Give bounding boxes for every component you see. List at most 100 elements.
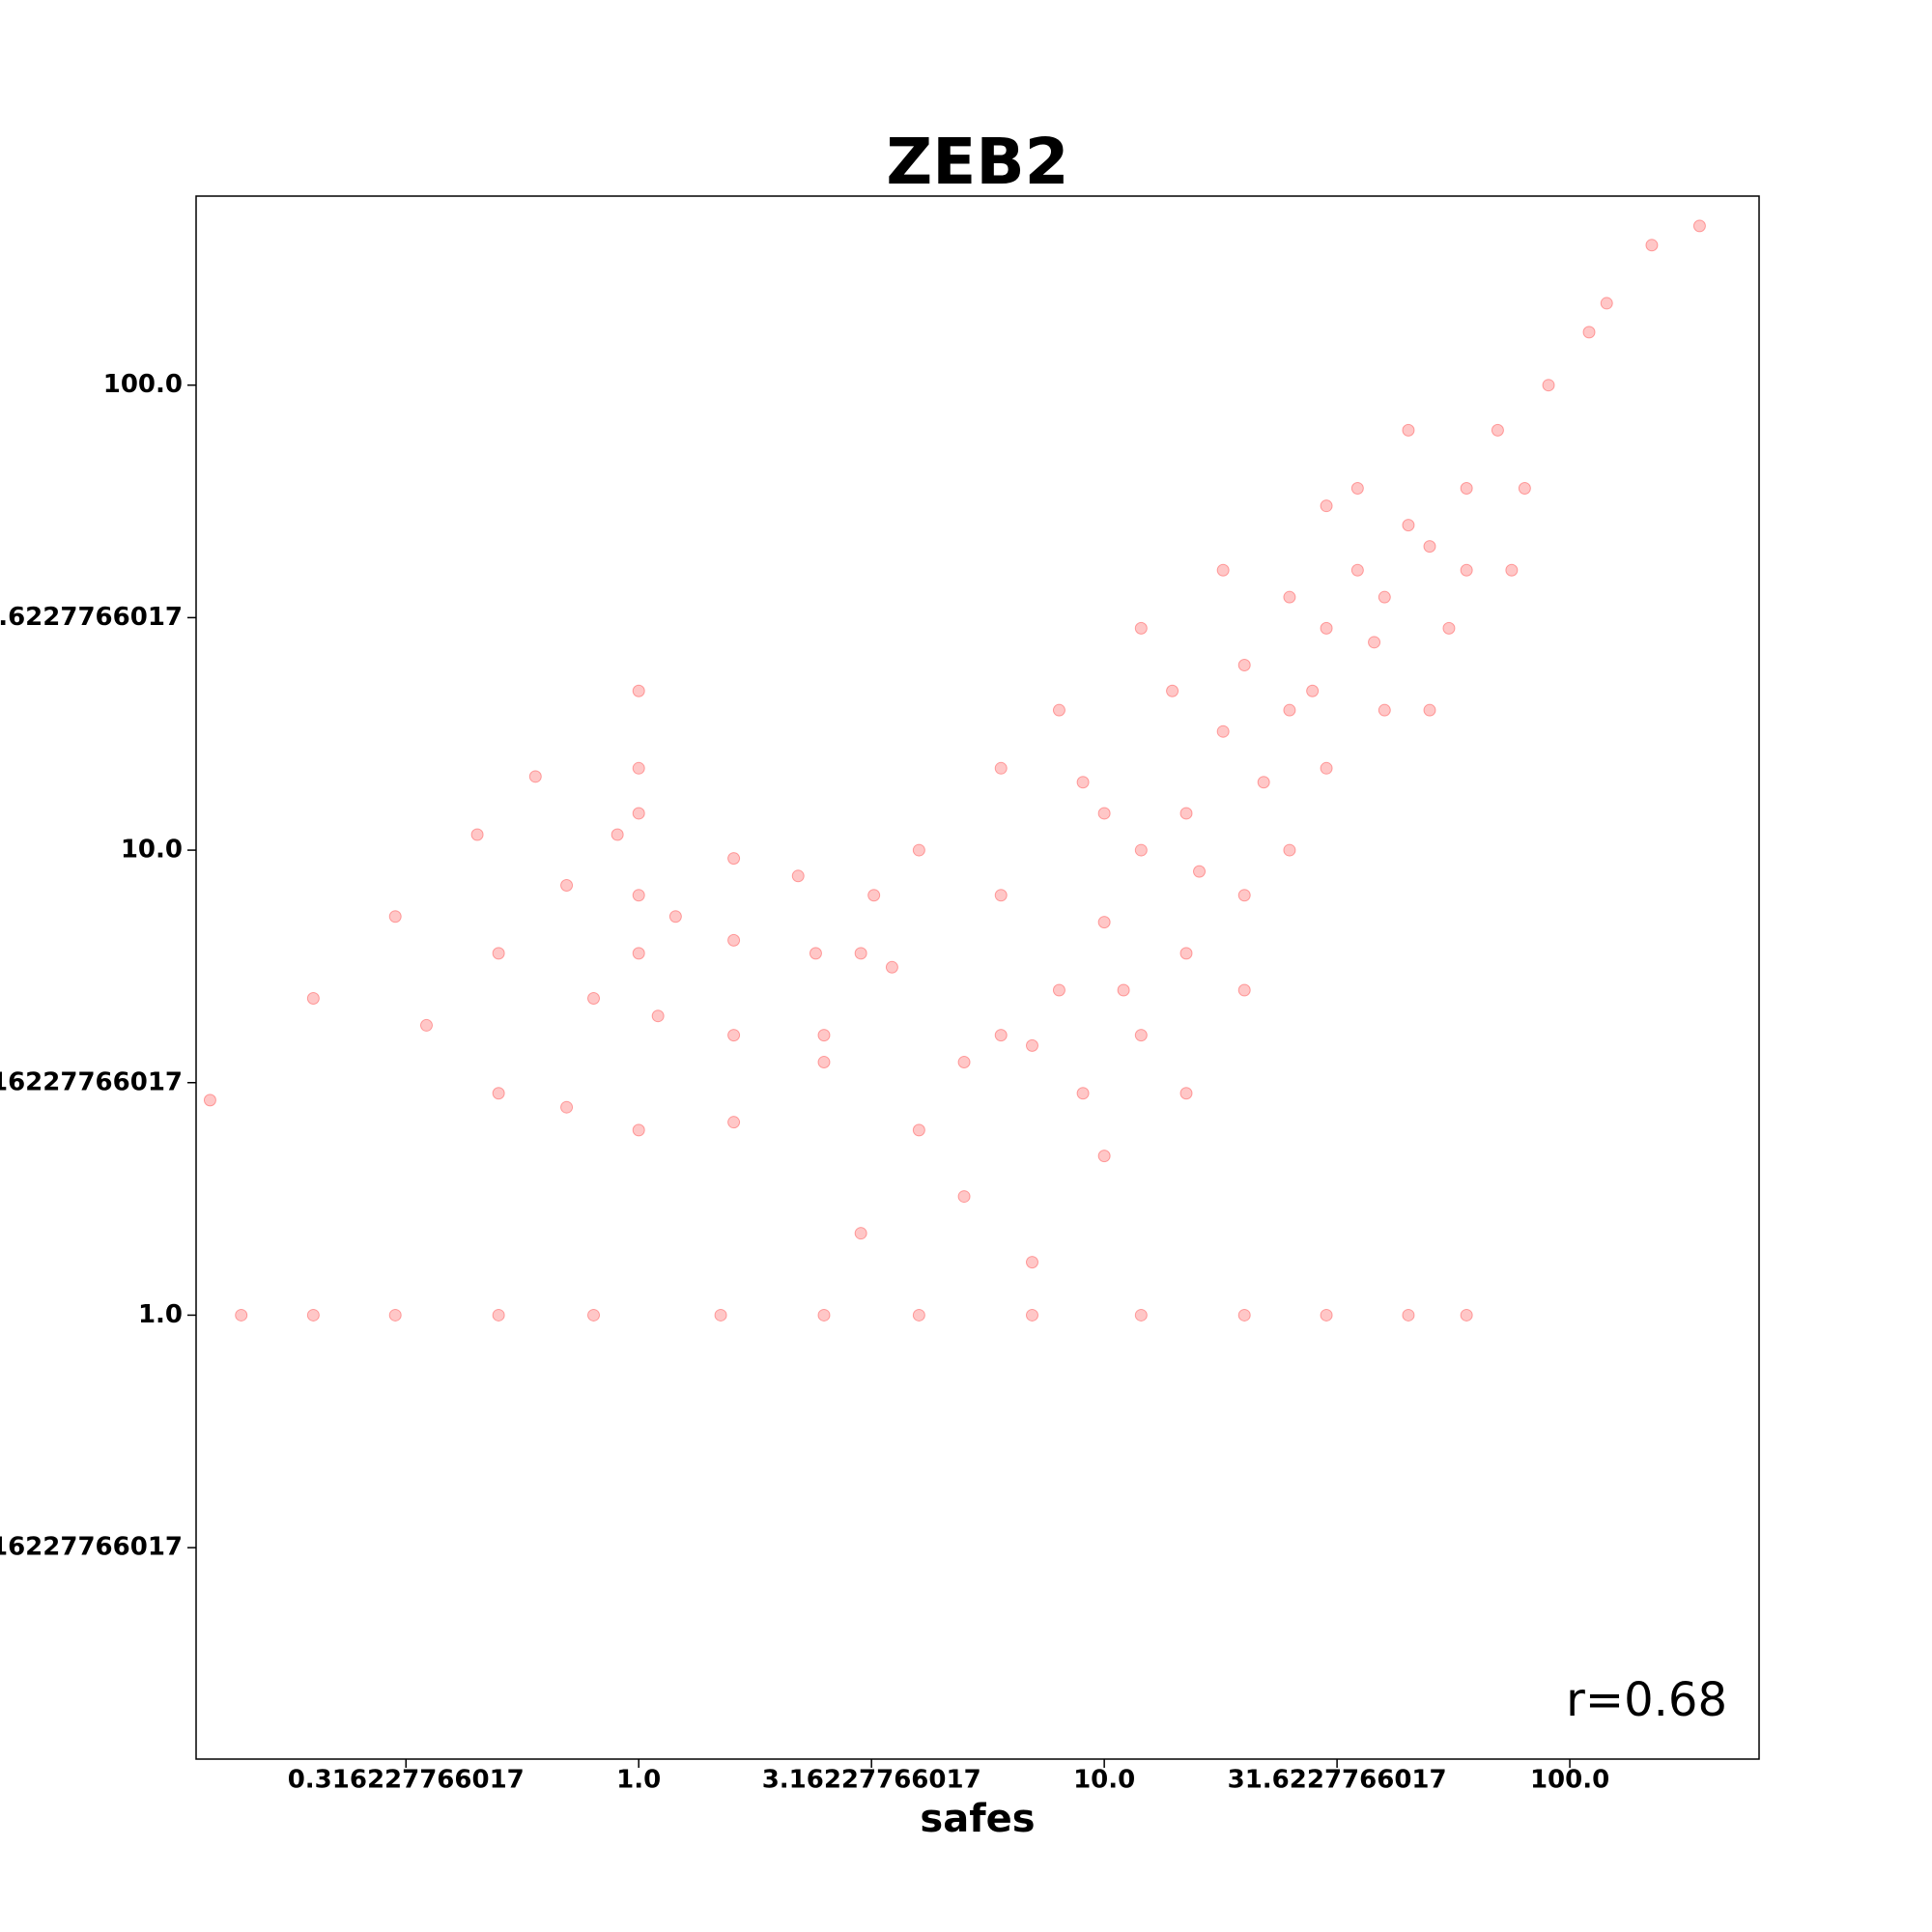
point <box>817 1308 831 1321</box>
point <box>1117 983 1130 997</box>
point <box>1216 563 1230 577</box>
point <box>817 1056 831 1069</box>
point <box>1097 807 1111 820</box>
point <box>306 1308 320 1321</box>
point <box>1320 1308 1333 1321</box>
y-tick-label: 31.6227766017 <box>0 603 183 632</box>
point <box>492 947 505 960</box>
point <box>1257 776 1270 789</box>
point <box>1402 1308 1415 1321</box>
y-tick-label: 100.0 <box>103 370 183 399</box>
point <box>1423 540 1436 554</box>
point <box>1505 563 1519 577</box>
point <box>994 1029 1008 1042</box>
point <box>587 992 601 1006</box>
point <box>306 992 320 1006</box>
point <box>492 1087 505 1100</box>
point <box>587 1308 601 1321</box>
point <box>1283 703 1296 717</box>
x-axis-label: safes <box>920 1797 1035 1841</box>
point <box>1283 590 1296 604</box>
point <box>1460 563 1473 577</box>
point <box>1025 1256 1038 1269</box>
point <box>1134 1308 1148 1321</box>
point <box>651 1009 665 1023</box>
point <box>560 1100 574 1114</box>
point <box>668 910 682 923</box>
point <box>388 910 402 923</box>
annotation: r=0.68 <box>1566 1673 1727 1727</box>
point <box>1600 297 1613 310</box>
point <box>1320 761 1333 775</box>
point <box>1237 659 1251 672</box>
point <box>727 852 741 866</box>
y-tick-label: 3.16227766017 <box>0 1067 183 1096</box>
point <box>1097 916 1111 929</box>
point <box>1179 947 1193 960</box>
point <box>1518 481 1531 495</box>
point <box>727 1116 741 1129</box>
point <box>1216 724 1230 738</box>
point <box>632 761 645 775</box>
point <box>1134 843 1148 857</box>
point <box>1076 1087 1090 1100</box>
point <box>817 1029 831 1042</box>
point <box>957 1190 971 1204</box>
point <box>1491 423 1504 437</box>
point <box>1134 621 1148 635</box>
point <box>912 843 925 857</box>
point <box>632 889 645 902</box>
y-tick-label: 1.0 <box>138 1300 183 1329</box>
point <box>809 947 822 960</box>
point <box>1320 499 1333 513</box>
point <box>1237 1308 1251 1321</box>
point <box>1052 983 1065 997</box>
x-tick-label: 0.316227766017 <box>288 1766 525 1795</box>
point <box>388 1308 402 1321</box>
point <box>867 889 881 902</box>
point <box>1193 865 1207 878</box>
point <box>1237 983 1251 997</box>
point <box>1320 621 1333 635</box>
plot-frame <box>195 195 1760 1760</box>
point <box>235 1308 248 1321</box>
y-tick-label: 0.316227766017 <box>0 1533 183 1562</box>
point <box>560 879 574 893</box>
point <box>1237 889 1251 902</box>
point <box>1378 590 1391 604</box>
point <box>791 869 805 883</box>
point <box>1052 703 1065 717</box>
point <box>885 960 898 974</box>
point <box>1283 843 1296 857</box>
point <box>912 1308 925 1321</box>
point <box>1179 1087 1193 1100</box>
point <box>994 761 1008 775</box>
point <box>632 684 645 697</box>
point <box>1076 776 1090 789</box>
point <box>1378 703 1391 717</box>
point <box>1025 1308 1038 1321</box>
point <box>1402 423 1415 437</box>
point <box>1166 684 1179 697</box>
point <box>1025 1038 1038 1052</box>
point <box>994 889 1008 902</box>
point <box>203 1094 216 1107</box>
x-tick-label: 31.6227766017 <box>1228 1766 1447 1795</box>
point <box>854 1227 867 1240</box>
point <box>727 933 741 947</box>
x-tick-label: 100.0 <box>1530 1766 1609 1795</box>
point <box>419 1018 433 1032</box>
y-tick-label: 10.0 <box>121 836 183 865</box>
point <box>727 1029 741 1042</box>
point <box>1442 621 1456 635</box>
point <box>1306 684 1320 697</box>
point <box>470 828 484 841</box>
point <box>1097 1150 1111 1163</box>
point <box>957 1056 971 1069</box>
point <box>492 1308 505 1321</box>
point <box>1460 1308 1473 1321</box>
point <box>1423 703 1436 717</box>
x-tick-label: 3.16227766017 <box>762 1766 981 1795</box>
point <box>1134 1029 1148 1042</box>
